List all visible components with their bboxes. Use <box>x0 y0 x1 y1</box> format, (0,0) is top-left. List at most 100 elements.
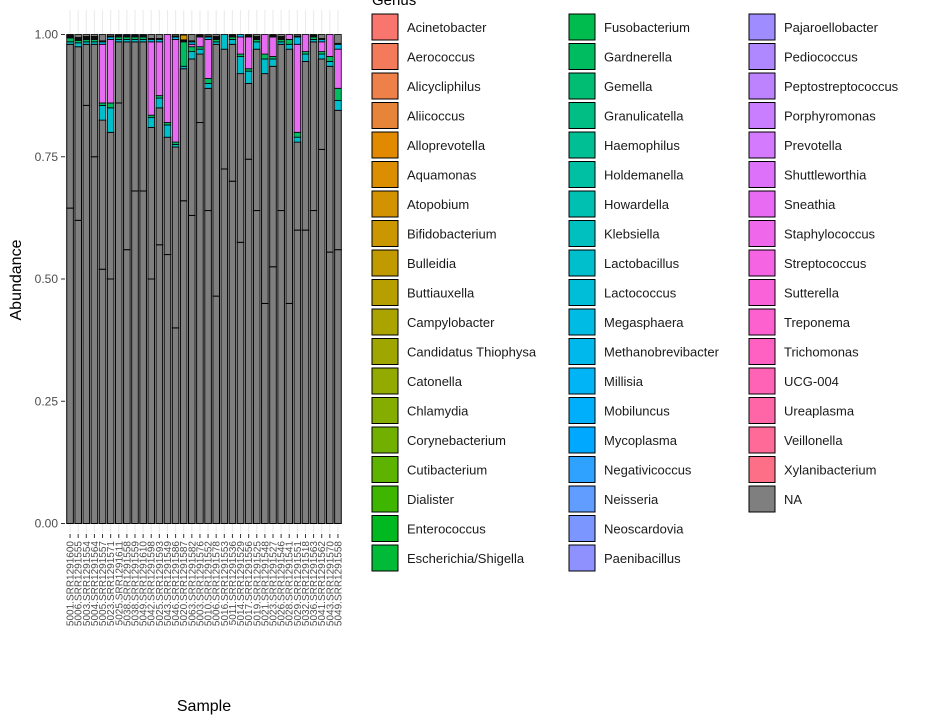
bar-segment-lactobacillus <box>147 117 155 128</box>
bar-segment-na <box>66 43 74 209</box>
bar-segment-lactobacillus <box>317 53 326 60</box>
legend-swatch <box>568 338 596 365</box>
bar-segment-megasphaera <box>293 36 302 45</box>
bar-stack <box>131 34 139 524</box>
legend-swatch <box>748 397 776 424</box>
bar-segment-na <box>325 65 334 253</box>
legend-item: Methanobrevibacter <box>568 338 720 365</box>
bar-segment-na <box>90 156 99 524</box>
bar-segment-na <box>212 295 221 524</box>
legend-title: Genus <box>372 0 416 9</box>
bar-stack <box>244 34 253 524</box>
legend-swatch <box>748 249 776 277</box>
legend-item: Escherichia/Shigella <box>371 544 525 572</box>
legend-item: Millisia <box>568 367 644 395</box>
x-tick-label: 5006.SRR1291578 <box>212 541 223 627</box>
legend-label: Peptostreptococcus <box>784 79 899 94</box>
x-tick-label: 5004.SRR1291564 <box>90 541 101 627</box>
legend-label: Lactococcus <box>604 286 677 301</box>
bar-segment-na <box>114 41 123 104</box>
legend-swatch <box>568 367 596 395</box>
bar-segment-na <box>123 249 131 524</box>
legend-label: Paenibacillus <box>604 551 681 566</box>
legend-swatch <box>748 485 776 513</box>
legend-swatch <box>371 485 399 513</box>
x-axis-title: Sample <box>177 698 231 715</box>
legend-swatch <box>371 338 399 365</box>
legend-swatch <box>568 485 596 513</box>
x-tick-label: 5019.SRR1291525 <box>252 541 263 627</box>
bar-segment-lactobacillus <box>204 83 212 89</box>
bar-segment-na <box>285 302 294 525</box>
legend-swatch <box>748 72 776 100</box>
legend-item: Pajaroellobacter <box>748 13 879 41</box>
bar-segment-na <box>317 148 326 524</box>
bar-stack <box>301 34 310 524</box>
bar-segment-sneathia <box>301 34 310 53</box>
bar-segment-na <box>334 249 342 524</box>
legend-item: Neoscardovia <box>568 515 684 542</box>
bar-segment-sneathia <box>98 43 107 104</box>
legend-label: Chlamydia <box>407 404 469 419</box>
bar-segment-lactobacillus <box>188 51 196 60</box>
bar-segment-lactobacillus <box>74 42 82 48</box>
bar-segment-na <box>293 229 302 524</box>
legend-swatch <box>371 220 399 247</box>
bar-segment-na <box>277 34 285 37</box>
bar-stack <box>236 34 245 524</box>
legend-label: Neoscardovia <box>604 522 684 537</box>
bar-segment-megasphaera <box>236 34 245 38</box>
x-tick-label: 5032.SRR1291518 <box>301 541 312 627</box>
x-tick-label: 5006.SRR1291555 <box>74 541 85 627</box>
bar-segment-na <box>66 207 74 524</box>
bar-segment-na <box>301 60 310 231</box>
bar-segment-sneathia <box>171 38 180 143</box>
legend-item: Treponema <box>748 308 851 336</box>
legend-swatch <box>371 515 399 542</box>
bar-segment-na <box>252 210 261 524</box>
legend-swatch <box>568 161 596 188</box>
bar-segment-lactobacillus <box>334 100 342 111</box>
legend-label: Porphyromonas <box>784 109 876 124</box>
x-tick-label: 5038.SRR1291558 <box>122 541 133 627</box>
bar-segment-na <box>82 104 91 524</box>
legend-label: Methanobrevibacter <box>604 345 720 360</box>
x-tick-label: 5003.SRR1291576 <box>195 541 206 627</box>
legend-swatch <box>568 43 596 70</box>
legend-label: Shuttleworthia <box>784 168 867 183</box>
legend-item: Alloprevotella <box>371 131 486 159</box>
bar-stack <box>139 34 147 524</box>
y-axis-title: Abundance <box>8 239 25 320</box>
bar-segment-na <box>261 302 269 525</box>
bar-segment-sneathia <box>163 34 172 123</box>
bar-segment-na <box>309 210 318 524</box>
legend-item: Klebsiella <box>568 220 660 247</box>
legend-label: Alicycliphilus <box>407 79 481 94</box>
bar-segment-na <box>147 126 156 280</box>
legend-item: Xylanibacterium <box>748 456 877 483</box>
bar-segment-na <box>204 87 212 212</box>
bar-segment-lactobacillus <box>285 43 293 50</box>
legend-label: Enterococcus <box>407 522 486 537</box>
legend-swatch <box>568 426 596 454</box>
bar-segment-lactobacillus <box>269 58 277 67</box>
legend-label: Veillonella <box>784 433 843 448</box>
legend-item: Alicycliphilus <box>371 72 481 100</box>
legend-swatch <box>748 279 776 306</box>
legend-label: Mobiluncus <box>604 404 670 419</box>
legend-item: Mycoplasma <box>568 426 678 454</box>
legend-swatch <box>748 338 776 365</box>
bar-segment-na <box>155 34 164 39</box>
legend-swatch <box>748 367 776 395</box>
legend-swatch <box>371 249 399 277</box>
legend-item: Holdemanella <box>568 161 684 188</box>
legend-label: Bulleidia <box>407 256 457 271</box>
legend-item: Fusobacterium <box>568 13 690 41</box>
bar-segment-na <box>74 219 83 524</box>
bar-segment-na <box>171 34 180 37</box>
bar-stack <box>163 34 172 525</box>
bar-stack <box>147 34 156 524</box>
legend-item: Trichomonas <box>748 338 859 365</box>
bar-segment-na <box>212 43 221 297</box>
